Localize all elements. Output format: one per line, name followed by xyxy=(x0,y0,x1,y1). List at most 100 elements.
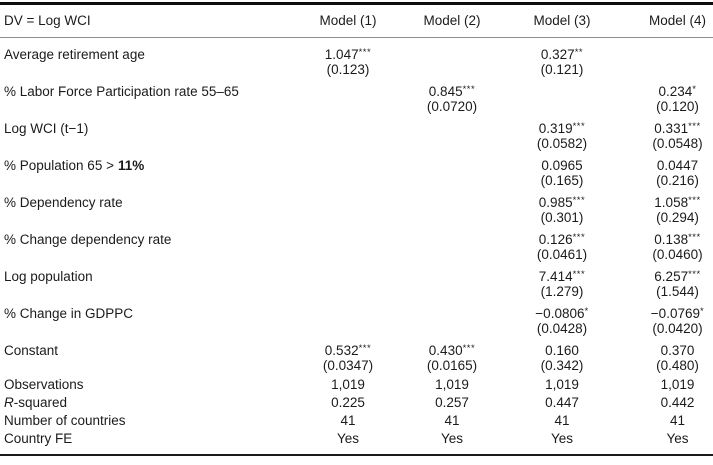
stat-row-r-squared: R-squared 0.225 0.257 0.447 0.442 xyxy=(0,394,713,412)
coef-cell: 0.138*** xyxy=(620,225,713,247)
coef-value: 0.234 xyxy=(658,84,693,99)
se-cell xyxy=(296,247,400,262)
header-row: DV = Log WCI Model (1) Model (2) Model (… xyxy=(0,3,713,38)
significance-stars: *** xyxy=(572,121,586,132)
se-cell xyxy=(400,284,504,299)
se-row: (0.0428) (0.0420) xyxy=(0,321,713,336)
coef-cell: 0.430*** xyxy=(400,336,504,358)
stat-row-number-of-countries: Number of countries 41 41 41 41 xyxy=(0,412,713,430)
stat-value: Yes xyxy=(440,431,464,446)
stat-value: 1,019 xyxy=(660,377,695,392)
table-row: % Labor Force Participation rate 55–65 0… xyxy=(0,77,713,99)
table-row: % Dependency rate 0.985*** 1.058*** xyxy=(0,188,713,210)
se-cell: (0.301) xyxy=(540,210,584,225)
coef-value: 0.0447 xyxy=(656,158,699,173)
row-label: Log population xyxy=(0,262,296,284)
se-cell: (1.279) xyxy=(540,284,584,299)
coef-cell xyxy=(620,38,713,63)
coef-value: 0.160 xyxy=(545,343,579,358)
significance-stars: *** xyxy=(688,232,701,243)
se-row: (1.279) (1.544) xyxy=(0,284,713,299)
stat-value: Yes xyxy=(336,431,360,446)
se-cell: (0.0347) xyxy=(322,358,374,373)
row-label-text: % Labor Force Participation rate 55–65 xyxy=(4,84,239,99)
se-cell xyxy=(296,99,400,114)
significance-stars: *** xyxy=(688,121,701,132)
row-label-text: Average retirement age xyxy=(4,47,145,62)
significance-stars: *** xyxy=(358,47,372,58)
se-cell: (1.544) xyxy=(656,284,699,299)
significance-stars: *** xyxy=(462,84,476,95)
coef-cell: 0.532*** xyxy=(296,336,400,358)
se-row: (0.0582) (0.0548) xyxy=(0,136,713,151)
coef-value: 1.047 xyxy=(324,47,359,62)
table-row: Average retirement age 1.047*** 0.327** xyxy=(0,38,713,63)
stat-label-italic: R xyxy=(4,395,14,410)
stat-value: 1,019 xyxy=(545,377,579,392)
se-cell: (0.0165) xyxy=(426,358,478,373)
coef-cell xyxy=(400,114,504,136)
coef-cell: 7.414*** xyxy=(504,262,620,284)
se-cell: (0.294) xyxy=(656,210,699,225)
se-cell: (0.165) xyxy=(540,173,584,188)
stat-value: 0.442 xyxy=(660,395,695,410)
significance-stars: *** xyxy=(572,232,586,243)
coef-cell xyxy=(296,262,400,284)
se-cell xyxy=(296,173,400,188)
coef-value: 0.331 xyxy=(654,121,689,136)
stat-label: Number of countries xyxy=(4,413,126,428)
coef-cell: 0.234* xyxy=(620,77,713,99)
stat-value: 1,019 xyxy=(435,377,469,392)
coef-value: 0.319 xyxy=(538,121,573,136)
se-cell xyxy=(296,284,400,299)
row-label: % Population 65 >11% xyxy=(0,151,296,173)
row-label-text: Log population xyxy=(4,269,93,284)
significance-stars: *** xyxy=(688,269,701,280)
stat-label: Country FE xyxy=(4,431,73,446)
se-cell: (0.342) xyxy=(540,358,584,373)
row-label: Log WCI (t−1) xyxy=(0,114,296,136)
column-header-model-4: Model (4) xyxy=(620,3,713,38)
coef-cell xyxy=(296,225,400,247)
stat-label: R-squared xyxy=(0,394,296,412)
coef-cell xyxy=(400,299,504,321)
se-row: (0.301) (0.294) xyxy=(0,210,713,225)
coef-cell: 0.0965 xyxy=(504,151,620,173)
table-row: Constant 0.532*** 0.430*** 0.160 0.370 xyxy=(0,336,713,358)
coef-value: 0.0965 xyxy=(541,158,583,173)
coef-cell: 0.331*** xyxy=(620,114,713,136)
se-cell: (0.0460) xyxy=(652,247,703,262)
regression-table: DV = Log WCI Model (1) Model (2) Model (… xyxy=(0,2,713,456)
se-row: (0.123) (0.121) xyxy=(0,62,713,77)
coef-cell: 0.327** xyxy=(504,38,620,62)
se-row: (0.0461) (0.0460) xyxy=(0,247,713,262)
table-row: % Change in GDPPC −0.0806* −0.0769* xyxy=(0,299,713,321)
table-row: % Change dependency rate 0.126*** 0.138*… xyxy=(0,225,713,247)
se-row: (0.0720) (0.120) xyxy=(0,99,713,114)
coef-cell: −0.0769* xyxy=(620,299,713,321)
se-cell xyxy=(504,99,620,114)
coef-cell xyxy=(400,151,504,173)
column-header-model-1: Model (1) xyxy=(296,3,400,38)
coef-value: 0.327 xyxy=(540,47,575,62)
row-label-text: % Dependency rate xyxy=(4,195,123,210)
se-cell xyxy=(400,173,504,188)
row-label-text: % Change dependency rate xyxy=(4,232,172,247)
coef-cell xyxy=(400,188,504,210)
coef-cell xyxy=(296,188,400,210)
se-cell: (0.0720) xyxy=(426,99,478,114)
se-cell: (0.120) xyxy=(656,99,699,114)
coef-value: 0.532 xyxy=(324,343,359,358)
stat-value: 41 xyxy=(340,413,356,428)
significance-stars: *** xyxy=(572,195,586,206)
coef-cell xyxy=(400,262,504,284)
row-label: % Change in GDPPC xyxy=(0,299,296,321)
se-cell xyxy=(400,210,504,225)
se-cell xyxy=(400,247,504,262)
se-cell: (0.0428) xyxy=(536,321,588,336)
stat-label-text: -squared xyxy=(13,395,68,410)
stat-value: 0.257 xyxy=(435,395,469,410)
se-cell xyxy=(296,136,400,151)
significance-stars: *** xyxy=(358,343,372,354)
